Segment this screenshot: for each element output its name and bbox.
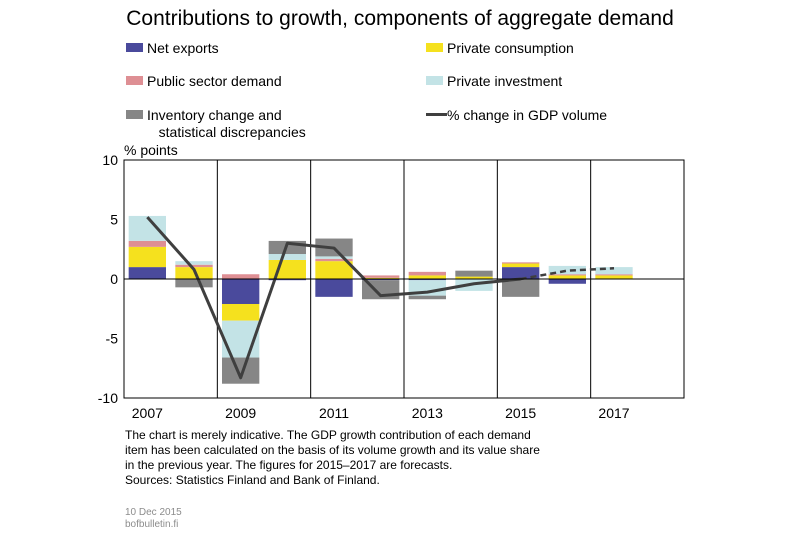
legend-swatch-gdp-line <box>426 113 447 116</box>
bar-segment <box>128 246 166 268</box>
bar-segment <box>455 276 493 279</box>
bar-segment <box>175 279 213 288</box>
legend-swatch-inventory-change <box>126 110 143 119</box>
gdp-line-forecast <box>520 267 615 281</box>
bar-series <box>128 215 633 384</box>
bar-segment <box>128 267 166 279</box>
note-line: in the previous year. The figures for 20… <box>125 458 453 472</box>
x-tick-label: 2009 <box>225 405 256 421</box>
legend-swatch-net-exports <box>126 43 143 52</box>
x-tick-label: 2013 <box>412 405 443 421</box>
y-tick-label: 10 <box>102 152 118 168</box>
bar-segment <box>315 256 353 259</box>
legend-label: Private investment <box>447 73 563 89</box>
legend-label: Public sector demand <box>147 73 282 89</box>
bar-segment <box>222 303 260 321</box>
legend-label: Private consumption <box>447 40 574 56</box>
bar-segment <box>595 274 633 276</box>
bar-segment <box>408 271 446 276</box>
y-tick-label: -10 <box>98 390 118 406</box>
legend-item-net-exports: Net exports <box>126 40 406 58</box>
publication-date: 10 Dec 2015 <box>125 507 182 518</box>
legend-label: % change in GDP volume <box>447 107 608 123</box>
legend-swatch-public-sector-demand <box>126 76 143 85</box>
x-tick-label: 2007 <box>132 405 163 421</box>
bar-segment <box>268 279 306 281</box>
bar-segment <box>548 274 586 276</box>
bar-segment <box>408 275 446 279</box>
bar-segment <box>268 254 306 260</box>
bar-segment <box>128 240 166 247</box>
bar-segment <box>362 277 400 279</box>
bar-segment <box>315 261 353 279</box>
x-tick-label: 2017 <box>598 405 629 421</box>
bar-segment <box>502 262 540 264</box>
site-name: bofbulletin.fi <box>125 519 179 530</box>
x-tick-label: 2011 <box>319 405 349 421</box>
bar-segment <box>502 263 540 268</box>
bar-segment <box>175 261 213 265</box>
bar-segment <box>175 264 213 268</box>
legend-item-gdp-volume: % change in GDP volume <box>426 107 706 125</box>
bar-segment <box>222 357 260 384</box>
bar-segment <box>548 275 586 279</box>
bar-segment <box>408 295 446 300</box>
legend-item-private-investment: Private investment <box>426 73 706 91</box>
bar-segment <box>408 279 446 281</box>
bar-segment <box>362 279 400 281</box>
bar-segment <box>548 265 586 275</box>
bar-segment <box>315 279 353 297</box>
bar-segment <box>548 279 586 284</box>
legend-swatch-private-consumption <box>426 43 443 52</box>
bar-segment <box>502 267 540 279</box>
chart-plot: % points 10 5 0 -5 -10 2007 2009 2011 2013 2015 20… <box>98 142 685 421</box>
y-tick-label: -5 <box>106 331 119 347</box>
bar-segment <box>502 279 540 297</box>
chart-note: The chart is merely indicative. The GDP … <box>125 428 540 488</box>
legend-label: Inventory change and statistical discrep… <box>147 107 306 140</box>
bar-segment <box>222 274 260 279</box>
x-tick-label: 2015 <box>505 405 536 421</box>
legend-swatch-private-investment <box>426 76 443 85</box>
bar-segment <box>362 275 400 278</box>
legend-item-private-consumption: Private consumption <box>426 40 706 58</box>
bar-segment <box>222 279 260 304</box>
y-tick-label: 0 <box>110 271 118 287</box>
legend-item-public-sector-demand: Public sector demand <box>126 73 406 91</box>
bar-segment <box>315 258 353 262</box>
source-line: Sources: Statistics Finland and Bank of … <box>125 473 380 487</box>
bar-segment <box>455 270 493 277</box>
legend-label: Net exports <box>147 40 219 56</box>
y-tick-label: 5 <box>110 212 118 228</box>
chart-title: Contributions to growth, components of a… <box>126 7 674 30</box>
bar-segment <box>268 259 306 279</box>
legend-item-inventory-change: Inventory change and statistical discrep… <box>126 107 406 143</box>
tick-labels: 10 5 0 -5 -10 2007 2009 2011 2013 2015 2017 <box>98 152 630 421</box>
note-line: item has been calculated on the basis of… <box>125 443 540 457</box>
note-line: The chart is merely indicative. The GDP … <box>125 428 531 442</box>
bar-segment <box>595 275 633 279</box>
y-axis-label: % points <box>124 142 178 158</box>
bar-segment <box>595 267 633 275</box>
bar-segment <box>128 215 166 241</box>
axes <box>123 159 685 399</box>
